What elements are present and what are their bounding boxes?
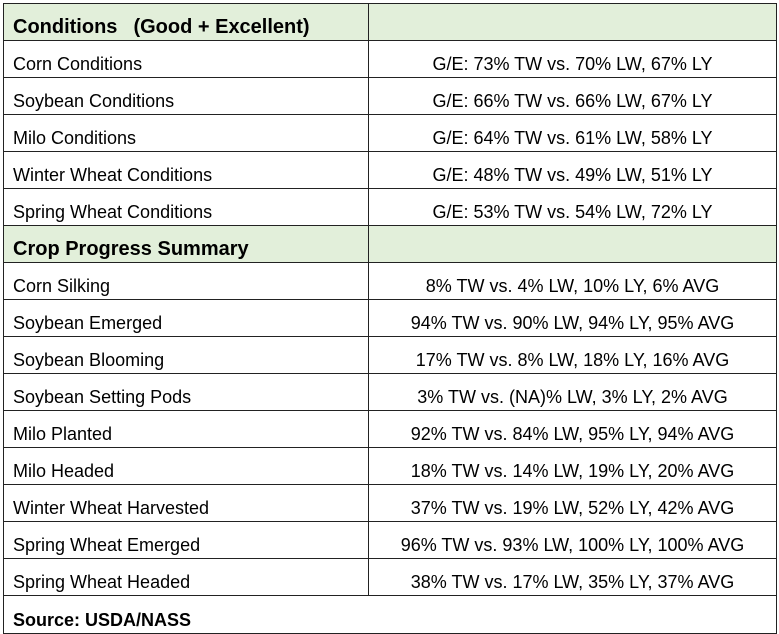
row-label: Soybean Setting Pods — [3, 373, 369, 411]
table-row: Spring Wheat Conditions G/E: 53% TW vs. … — [3, 188, 777, 226]
row-value: G/E: 53% TW vs. 54% LW, 72% LY — [368, 188, 777, 226]
table-row: Winter Wheat Conditions G/E: 48% TW vs. … — [3, 151, 777, 189]
row-value: 96% TW vs. 93% LW, 100% LY, 100% AVG — [368, 521, 777, 559]
row-label: Soybean Conditions — [3, 77, 369, 115]
conditions-heading-cell: Conditions (Good + Excellent) — [3, 3, 369, 41]
progress-header-empty — [368, 225, 777, 263]
table-row: Milo Planted 92% TW vs. 84% LW, 95% LY, … — [3, 410, 777, 448]
row-label: Winter Wheat Harvested — [3, 484, 369, 522]
crop-report-table: Conditions (Good + Excellent) Corn Condit… — [3, 3, 777, 634]
table-row: Soybean Emerged 94% TW vs. 90% LW, 94% L… — [3, 299, 777, 337]
table-row: Spring Wheat Emerged 96% TW vs. 93% LW, … — [3, 521, 777, 559]
row-label: Soybean Blooming — [3, 336, 369, 374]
row-value: G/E: 48% TW vs. 49% LW, 51% LY — [368, 151, 777, 189]
source-row: Source: USDA/NASS — [3, 595, 777, 634]
row-value: 17% TW vs. 8% LW, 18% LY, 16% AVG — [368, 336, 777, 374]
row-label: Soybean Emerged — [3, 299, 369, 337]
crop-report-table-wrap: Conditions (Good + Excellent) Corn Condit… — [3, 3, 777, 634]
table-row: Milo Conditions G/E: 64% TW vs. 61% LW, … — [3, 114, 777, 152]
table-row: Milo Headed 18% TW vs. 14% LW, 19% LY, 2… — [3, 447, 777, 485]
table-row: Corn Silking 8% TW vs. 4% LW, 10% LY, 6%… — [3, 262, 777, 300]
table-row: Corn Conditions G/E: 73% TW vs. 70% LW, … — [3, 40, 777, 78]
row-value: G/E: 64% TW vs. 61% LW, 58% LY — [368, 114, 777, 152]
row-value: 92% TW vs. 84% LW, 95% LY, 94% AVG — [368, 410, 777, 448]
table-row: Soybean Blooming 17% TW vs. 8% LW, 18% L… — [3, 336, 777, 374]
row-label: Spring Wheat Conditions — [3, 188, 369, 226]
row-label: Milo Conditions — [3, 114, 369, 152]
row-value: 8% TW vs. 4% LW, 10% LY, 6% AVG — [368, 262, 777, 300]
row-value: 3% TW vs. (NA)% LW, 3% LY, 2% AVG — [368, 373, 777, 411]
conditions-heading-note: (Good + Excellent) — [133, 16, 310, 38]
row-label: Winter Wheat Conditions — [3, 151, 369, 189]
table-row: Soybean Conditions G/E: 66% TW vs. 66% L… — [3, 77, 777, 115]
row-label: Corn Silking — [3, 262, 369, 300]
progress-heading: Crop Progress Summary — [3, 225, 369, 263]
row-label: Milo Planted — [3, 410, 369, 448]
table-row: Winter Wheat Harvested 37% TW vs. 19% LW… — [3, 484, 777, 522]
row-value: 18% TW vs. 14% LW, 19% LY, 20% AVG — [368, 447, 777, 485]
row-value: 94% TW vs. 90% LW, 94% LY, 95% AVG — [368, 299, 777, 337]
source-note: Source: USDA/NASS — [3, 595, 777, 634]
row-label: Milo Headed — [3, 447, 369, 485]
row-value: 37% TW vs. 19% LW, 52% LY, 42% AVG — [368, 484, 777, 522]
row-value: 38% TW vs. 17% LW, 35% LY, 37% AVG — [368, 558, 777, 596]
row-value: G/E: 66% TW vs. 66% LW, 67% LY — [368, 77, 777, 115]
table-row: Soybean Setting Pods 3% TW vs. (NA)% LW,… — [3, 373, 777, 411]
row-label: Spring Wheat Emerged — [3, 521, 369, 559]
row-label: Corn Conditions — [3, 40, 369, 78]
conditions-header-row: Conditions (Good + Excellent) — [3, 3, 777, 41]
row-value: G/E: 73% TW vs. 70% LW, 67% LY — [368, 40, 777, 78]
conditions-heading: Conditions — [13, 16, 118, 38]
conditions-header-empty — [368, 3, 777, 41]
progress-header-row: Crop Progress Summary — [3, 225, 777, 263]
table-row: Spring Wheat Headed 38% TW vs. 17% LW, 3… — [3, 558, 777, 596]
row-label: Spring Wheat Headed — [3, 558, 369, 596]
